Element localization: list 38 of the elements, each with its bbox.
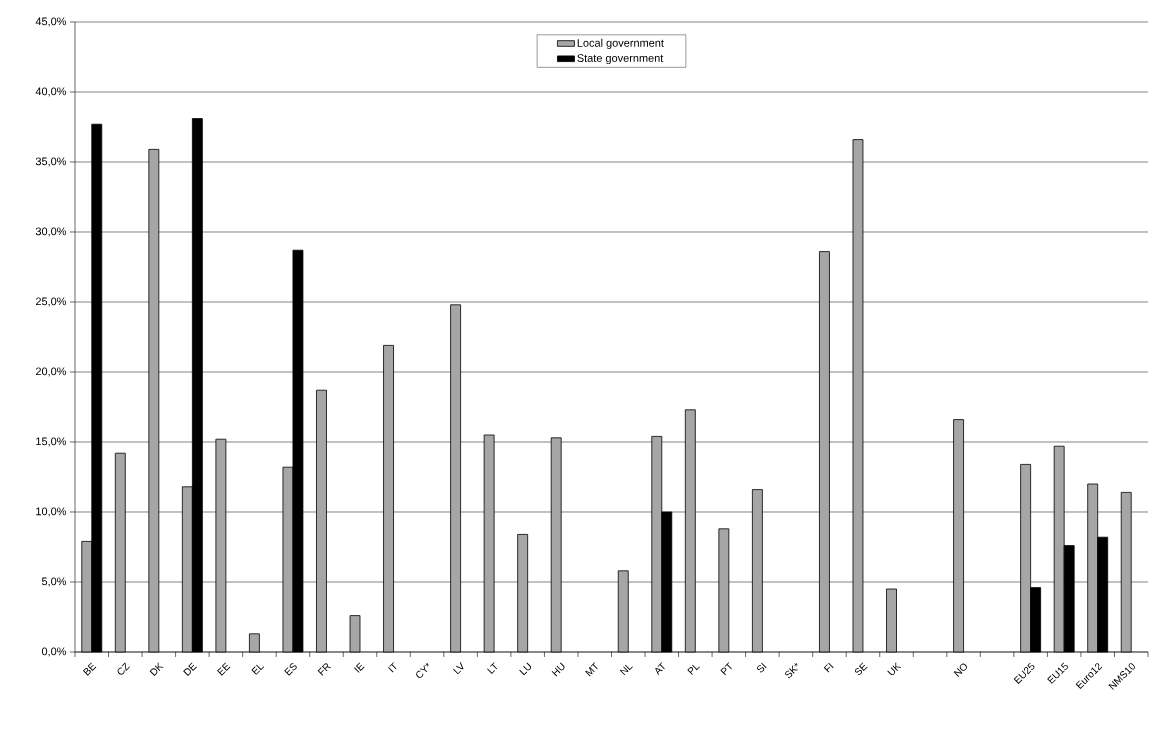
y-tick-label: 5,0%: [41, 577, 67, 587]
legend-label: State government: [577, 54, 664, 65]
x-tick-label: PT: [720, 662, 732, 676]
x-tick-label: FR: [317, 663, 332, 676]
legend-label: Local government: [577, 38, 664, 49]
x-tick-label: MT: [585, 662, 598, 677]
y-tick-label: 25,0%: [35, 297, 67, 307]
x-tick-label: CZ: [117, 662, 130, 675]
y-tick-label: 30,0%: [35, 227, 67, 237]
x-tick-label: NL: [619, 664, 633, 676]
x-tick-label: HU: [551, 662, 565, 677]
x-tick-label: FI: [823, 662, 834, 673]
x-tick-label: LV: [453, 662, 464, 675]
x-tick-label: SI: [757, 662, 767, 673]
x-tick-label: SE: [854, 662, 868, 676]
x-tick-label: EE: [217, 662, 231, 676]
x-tick-label: ES: [284, 663, 297, 676]
x-tick-label: NO: [953, 663, 967, 677]
x-tick-label: PL: [687, 664, 700, 675]
y-tick-label: 0,0%: [41, 647, 67, 657]
x-tick-label: CY*: [416, 662, 429, 678]
x-tick-label: SK*: [785, 662, 799, 678]
x-tick-label: IT: [387, 662, 397, 673]
x-tick-label: LT: [487, 662, 498, 674]
y-tick-label: 45,0%: [35, 17, 67, 27]
x-tick-label: UK: [887, 662, 902, 676]
y-tick-label: 20,0%: [35, 367, 67, 377]
y-tick-label: 15,0%: [36, 437, 67, 447]
x-tick-label: BE: [82, 662, 97, 676]
y-tick-label: 10,0%: [36, 507, 67, 517]
x-tick-label: EL: [251, 664, 265, 675]
x-tick-label: DK: [149, 662, 164, 677]
y-tick-label: 35,0%: [35, 157, 67, 167]
x-tick-label: LU: [519, 662, 531, 676]
x-tick-label: AT: [655, 662, 665, 676]
x-tick-label: IE: [354, 662, 365, 673]
y-tick-label: 40,0%: [35, 87, 67, 97]
x-tick-label: DE: [183, 662, 197, 677]
